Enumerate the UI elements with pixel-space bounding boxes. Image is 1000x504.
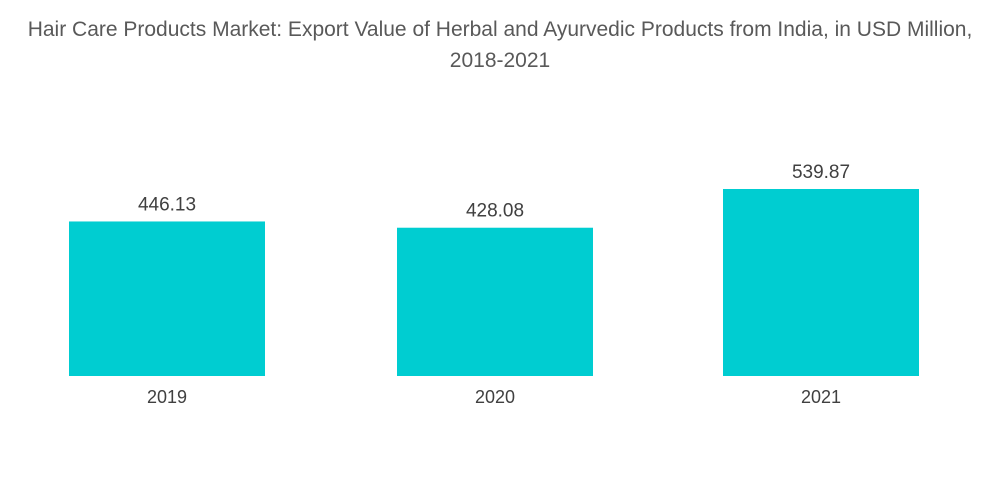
chart-title: Hair Care Products Market: Export Value … [27,18,973,72]
data-label-2021: 539.87 [792,162,850,183]
data-label-2019: 446.13 [138,194,196,215]
data-label-2020: 428.08 [466,201,524,222]
x-tick-label-2021: 2021 [801,387,841,407]
x-tick-label-2020: 2020 [475,387,515,407]
bar-2020 [397,227,593,376]
plot-area: 446.13 2019 428.08 2020 539.87 2021 [69,162,919,407]
bar-2021 [723,189,919,376]
bar-2019 [69,221,265,376]
x-tick-label-2019: 2019 [147,387,187,407]
